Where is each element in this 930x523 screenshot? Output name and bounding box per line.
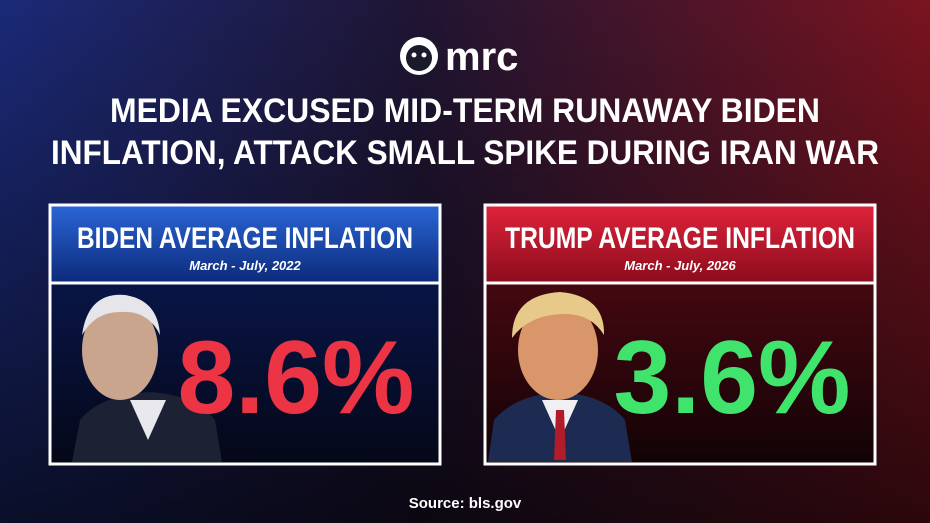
- source: Source: bls.gov: [409, 495, 522, 512]
- panel-heading: BIDEN AVERAGE INFLATION: [77, 222, 413, 255]
- panel-heading: TRUMP AVERAGE INFLATION: [505, 222, 855, 255]
- portrait: [488, 292, 632, 462]
- trump-panel: TRUMP AVERAGE INFLATION March - July, 20…: [483, 203, 877, 466]
- inflation-value: 8.6%: [177, 320, 414, 436]
- portrait: [72, 294, 222, 462]
- logo: mrc: [400, 35, 518, 79]
- biden-panel: BIDEN AVERAGE INFLATION March - July, 20…: [48, 203, 442, 466]
- inflation-value: 3.6%: [613, 320, 850, 436]
- logo-text: mrc: [445, 35, 518, 79]
- title-line: MEDIA EXCUSED MID-TERM RUNAWAY BIDEN: [110, 92, 820, 130]
- panel-period: March - July, 2026: [624, 258, 736, 273]
- title-line: INFLATION, ATTACK SMALL SPIKE DURING IRA…: [51, 134, 879, 172]
- panel-period: March - July, 2022: [189, 258, 301, 273]
